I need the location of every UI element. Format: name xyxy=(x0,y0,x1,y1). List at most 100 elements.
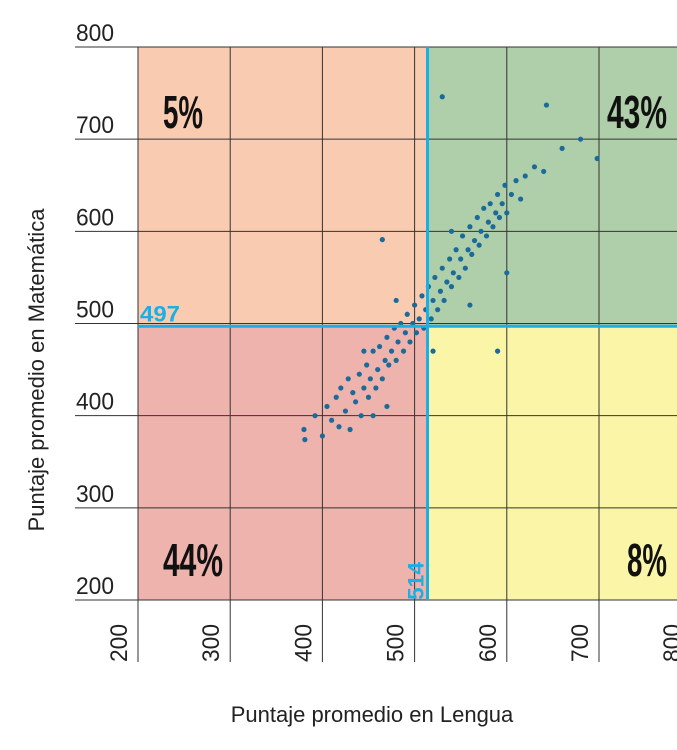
point xyxy=(471,237,478,244)
point xyxy=(336,424,342,430)
point xyxy=(594,155,600,162)
quadrant xyxy=(427,326,677,600)
point xyxy=(402,330,408,336)
point xyxy=(465,247,471,253)
point xyxy=(447,256,453,262)
quadrant-percent: 44% xyxy=(163,534,223,586)
point xyxy=(432,274,438,281)
point xyxy=(448,228,455,234)
point xyxy=(428,316,434,322)
point xyxy=(419,293,425,299)
point xyxy=(450,270,456,276)
point xyxy=(379,237,385,243)
point xyxy=(559,145,565,151)
point xyxy=(301,426,307,433)
point xyxy=(494,348,501,354)
point xyxy=(439,94,445,100)
quadrant-y-label: 497 xyxy=(140,301,180,326)
point xyxy=(504,210,510,216)
point xyxy=(367,376,373,382)
point xyxy=(459,233,466,239)
point xyxy=(513,178,519,184)
point xyxy=(541,168,547,175)
point xyxy=(361,348,367,354)
point xyxy=(504,270,510,276)
x-tick-label: 400 xyxy=(290,624,317,662)
point xyxy=(481,205,487,211)
point xyxy=(370,413,376,419)
point xyxy=(502,182,508,188)
point xyxy=(478,228,484,234)
point xyxy=(352,399,359,405)
point xyxy=(531,164,538,170)
y-tick-label: 800 xyxy=(76,20,114,47)
x-tick-label: 800 xyxy=(659,624,677,662)
point xyxy=(496,214,503,221)
point xyxy=(350,390,356,396)
y-tick-label: 200 xyxy=(76,573,114,600)
point xyxy=(493,210,499,216)
y-tick-label: 700 xyxy=(76,112,114,139)
quadrant-percent: 43% xyxy=(607,86,667,138)
point xyxy=(407,339,413,345)
point xyxy=(302,437,308,443)
point xyxy=(430,348,436,354)
point xyxy=(345,376,351,382)
point xyxy=(358,413,364,419)
point xyxy=(416,316,422,322)
point xyxy=(435,307,441,313)
point xyxy=(393,357,399,363)
point xyxy=(373,385,379,391)
x-tick-label: 600 xyxy=(475,624,502,662)
point xyxy=(365,394,372,400)
point xyxy=(395,339,401,345)
x-tick-label: 500 xyxy=(383,624,410,662)
point xyxy=(375,366,381,373)
point xyxy=(483,233,490,239)
quadrant-percent: 5% xyxy=(163,86,203,138)
point xyxy=(474,214,480,221)
point xyxy=(338,385,344,391)
point xyxy=(329,417,335,423)
point xyxy=(384,334,390,340)
point xyxy=(356,371,362,377)
point xyxy=(364,362,370,368)
x-tick-label: 200 xyxy=(106,624,133,662)
point xyxy=(388,348,395,354)
quadrant xyxy=(138,47,428,327)
point xyxy=(400,348,407,354)
point xyxy=(412,302,418,308)
point xyxy=(453,247,459,253)
point xyxy=(347,426,353,433)
point xyxy=(490,224,496,230)
quadrant-percent: 8% xyxy=(627,534,667,586)
point xyxy=(439,265,445,271)
point xyxy=(467,224,473,230)
point xyxy=(467,302,473,308)
point xyxy=(430,297,436,304)
point xyxy=(518,196,524,202)
point xyxy=(476,242,482,248)
point xyxy=(393,297,399,304)
point xyxy=(319,433,325,439)
point xyxy=(469,251,475,257)
point xyxy=(384,403,390,410)
point xyxy=(404,311,410,317)
point xyxy=(456,274,462,281)
x-tick-label: 700 xyxy=(567,624,594,662)
point xyxy=(508,191,515,198)
quadrant xyxy=(138,326,428,600)
point xyxy=(494,191,501,198)
point xyxy=(462,265,468,271)
point xyxy=(413,330,420,336)
x-axis-label: Puntaje promedio en Lengua xyxy=(231,702,514,727)
point xyxy=(437,288,444,294)
y-axis-label: Puntaje promedio en Matemática xyxy=(24,208,49,532)
point xyxy=(379,376,385,382)
y-tick-label: 300 xyxy=(76,481,114,508)
point xyxy=(448,284,455,290)
point xyxy=(312,413,318,419)
point xyxy=(333,394,339,400)
y-tick-label: 400 xyxy=(76,389,114,416)
point xyxy=(543,102,550,108)
